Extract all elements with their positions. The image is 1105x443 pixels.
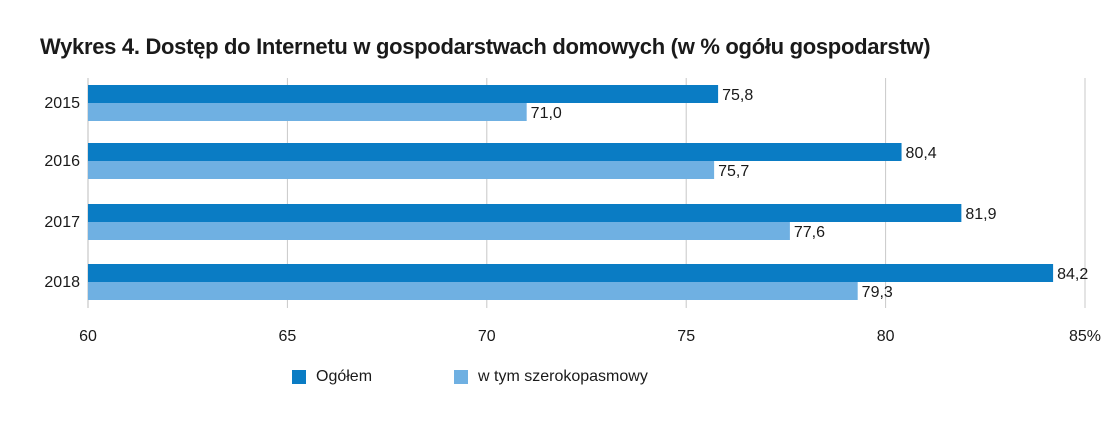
legend-swatch-szerokopasmowy — [454, 370, 468, 384]
bar-2016-series-0 — [88, 143, 902, 161]
x-tick-label-75: 75 — [677, 328, 695, 345]
x-tick-label-65: 65 — [279, 328, 297, 345]
bar-2017-series-1 — [88, 222, 790, 240]
category-label-2018: 2018 — [44, 274, 80, 291]
x-tick-label-70: 70 — [478, 328, 496, 345]
legend-item-ogolem: Ogółem — [292, 368, 372, 386]
bar-2015-series-0 — [88, 85, 719, 103]
bar-2018-series-0 — [88, 264, 1054, 282]
legend-label-ogolem: Ogółem — [316, 368, 373, 385]
bar-2018-series-1 — [88, 282, 858, 300]
value-label-2016-series-1: 75,7 — [718, 163, 749, 180]
x-tick-label-60: 60 — [79, 328, 97, 345]
category-label-2016: 2016 — [44, 153, 80, 170]
value-label-2018-series-1: 79,3 — [862, 284, 893, 301]
value-label-2017-series-1: 77,6 — [794, 224, 825, 241]
category-label-2015: 2015 — [44, 95, 80, 112]
legend-item-szerokopasmowy: w tym szerokopasmowy — [454, 368, 648, 386]
value-label-2015-series-1: 71,0 — [531, 105, 562, 122]
legend: Ogółem w tym szerokopasmowy — [0, 368, 1105, 392]
bar-2017-series-0 — [88, 204, 962, 222]
value-label-2015-series-0: 75,8 — [722, 87, 753, 104]
chart-title: Wykres 4. Dostęp do Internetu w gospodar… — [40, 34, 931, 59]
value-label-2017-series-0: 81,9 — [965, 206, 996, 223]
value-label-2018-series-0: 84,2 — [1057, 266, 1088, 283]
x-tick-label-80: 80 — [877, 328, 895, 345]
bar-2015-series-1 — [88, 103, 527, 121]
category-label-2017: 2017 — [44, 214, 80, 231]
x-tick-label-85: 85% — [1069, 328, 1101, 345]
bar-chart: 60 65 70 75 80 85% 2015 75,8 71,0 2016 80,4 75,7 201… — [44, 78, 1101, 345]
value-label-2016-series-0: 80,4 — [906, 145, 937, 162]
legend-swatch-ogolem — [292, 370, 306, 384]
legend-label-szerokopasmowy: w tym szerokopasmowy — [478, 368, 648, 385]
bar-2016-series-1 — [88, 161, 715, 179]
